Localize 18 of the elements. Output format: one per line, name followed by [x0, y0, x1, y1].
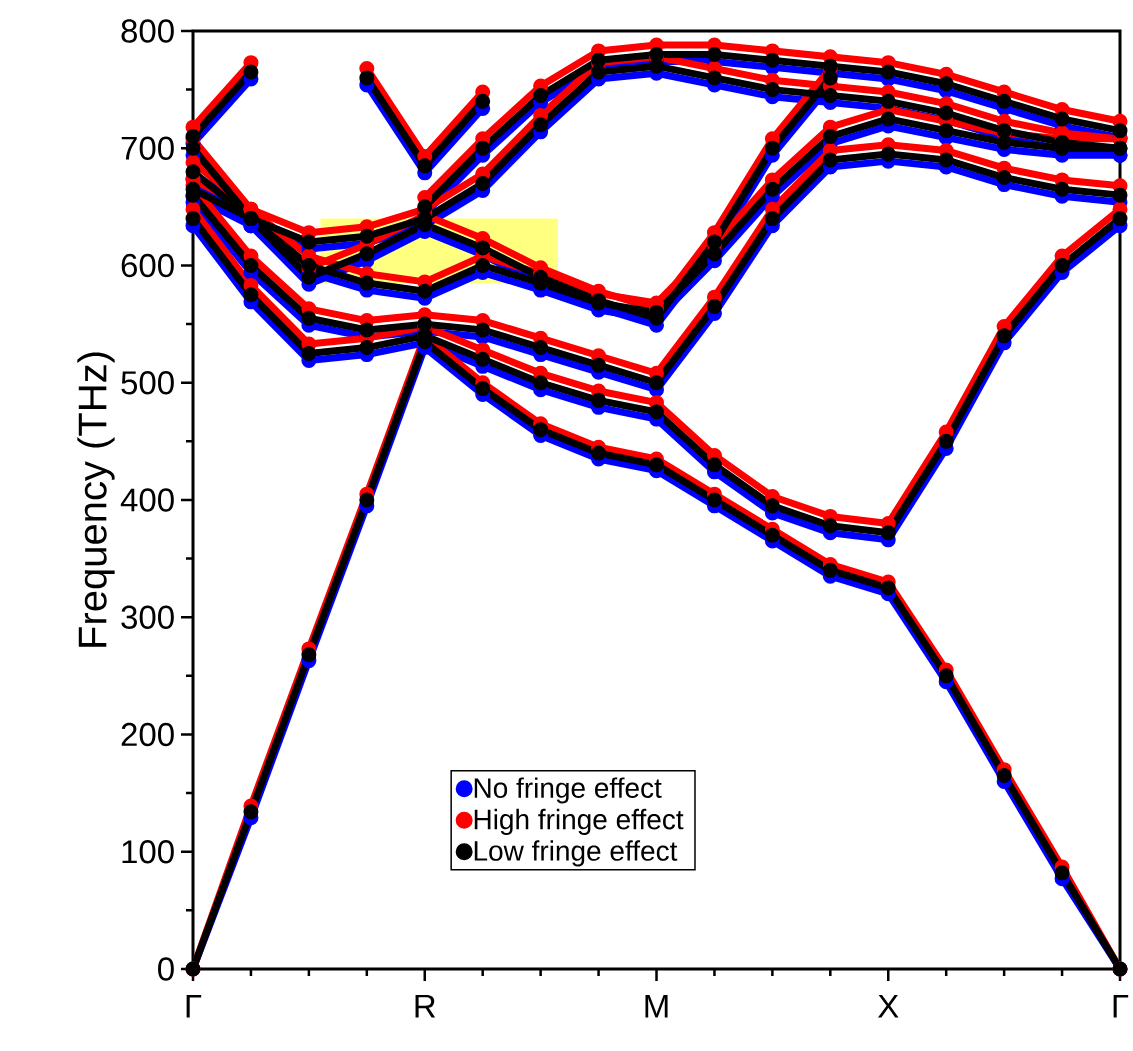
y-tick-label: 400 — [120, 488, 174, 512]
legend-label: No fringe effect — [474, 777, 662, 804]
y-tick-label: 0 — [158, 957, 174, 981]
x-tick-label: X — [877, 994, 899, 1018]
x-tick-label: R — [415, 994, 436, 1018]
y-tick-label: 700 — [121, 136, 174, 160]
x-tick-label: Γ — [186, 994, 202, 1018]
y-tick-label: 300 — [121, 605, 174, 629]
y-axis-title: Frequency (THz) — [77, 352, 115, 647]
y-tick-label: 100 — [122, 840, 174, 864]
x-tick-label: M — [645, 994, 668, 1018]
legend-label: High fringe effect — [474, 808, 684, 835]
legend-label: Low fringe effect — [474, 840, 678, 867]
y-tick-label: 800 — [121, 19, 174, 43]
y-tick-label: 500 — [121, 371, 174, 395]
y-tick-label: 200 — [121, 722, 174, 747]
x-tick-label: Γ — [1113, 994, 1129, 1018]
y-tick-label: 600 — [121, 253, 174, 278]
